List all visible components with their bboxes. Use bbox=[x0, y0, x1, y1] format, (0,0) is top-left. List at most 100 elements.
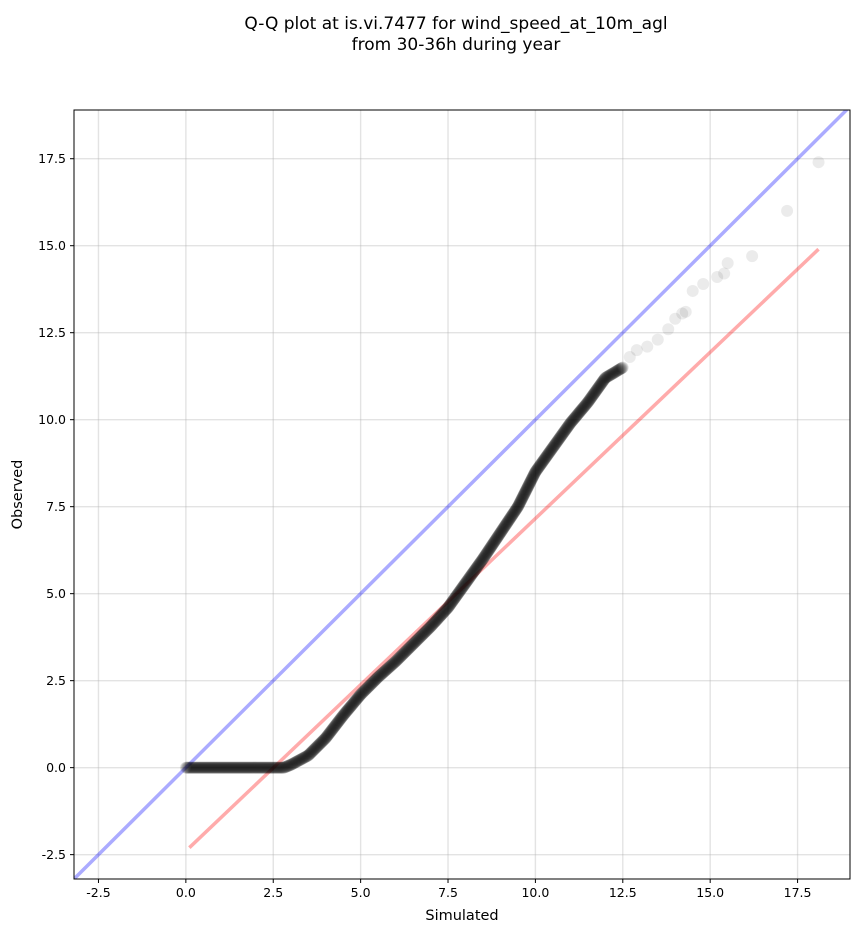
quantile-point bbox=[200, 761, 213, 774]
quantile-point bbox=[531, 463, 544, 476]
quantile-point bbox=[594, 378, 607, 391]
quantile-point bbox=[404, 640, 417, 653]
quantile-point bbox=[587, 388, 600, 401]
quantile-point bbox=[286, 757, 299, 770]
quantile-point bbox=[551, 435, 564, 448]
quantile-point bbox=[486, 538, 499, 551]
quantile-point bbox=[447, 594, 460, 607]
quantile-point bbox=[501, 515, 514, 528]
quantile-point bbox=[293, 754, 306, 767]
quantile-point bbox=[264, 761, 277, 774]
quantile-point bbox=[419, 625, 432, 638]
quantile-point bbox=[521, 482, 534, 495]
quantile-point bbox=[213, 761, 226, 774]
quantile-point bbox=[547, 440, 560, 453]
quantile-point bbox=[534, 458, 547, 471]
quantile-point bbox=[519, 485, 532, 498]
quantile-point bbox=[455, 582, 468, 595]
quantile-point bbox=[335, 711, 348, 724]
quantile-point bbox=[384, 660, 397, 673]
quantile-point bbox=[502, 514, 515, 527]
quantile-point bbox=[521, 481, 534, 494]
quantile-point bbox=[194, 761, 207, 774]
quantile-point bbox=[589, 386, 602, 399]
quantile-point bbox=[237, 761, 250, 774]
quantile-point bbox=[278, 761, 291, 774]
quantile-point bbox=[523, 477, 536, 490]
quantile-point bbox=[603, 369, 616, 382]
quantile-point bbox=[484, 541, 497, 554]
quantile-point bbox=[529, 465, 542, 478]
quantile-point bbox=[405, 639, 418, 652]
quantile-point bbox=[451, 588, 464, 601]
quantile-point bbox=[533, 460, 546, 473]
quantile-point bbox=[598, 373, 611, 386]
quantile-point bbox=[580, 398, 593, 411]
quantile-point bbox=[216, 761, 229, 774]
quantile-point bbox=[217, 761, 230, 774]
quantile-point bbox=[537, 454, 550, 467]
quantile-point bbox=[275, 761, 288, 774]
quantile-point bbox=[212, 761, 225, 774]
quantile-point bbox=[366, 677, 379, 690]
x-tick-label: 17.5 bbox=[784, 885, 812, 900]
quantile-point bbox=[296, 752, 309, 765]
quantile-point bbox=[346, 698, 359, 711]
quantile-point bbox=[362, 681, 375, 694]
x-tick-label: 7.5 bbox=[438, 885, 458, 900]
quantile-point bbox=[422, 622, 435, 635]
quantile-point bbox=[451, 589, 464, 602]
quantile-point bbox=[581, 396, 594, 409]
quantile-point bbox=[392, 653, 405, 666]
quantile-point bbox=[443, 599, 456, 612]
quantile-point bbox=[382, 661, 395, 674]
quantile-point bbox=[481, 545, 494, 558]
quantile-point bbox=[269, 761, 282, 774]
quantile-point bbox=[607, 367, 620, 380]
quantile-point bbox=[369, 673, 382, 686]
quantile-point bbox=[528, 468, 541, 481]
quantile-point bbox=[517, 489, 530, 502]
quantile-point bbox=[257, 761, 270, 774]
quantile-point bbox=[514, 495, 527, 508]
quantile-point bbox=[360, 682, 373, 695]
quantile-point bbox=[211, 761, 224, 774]
quantile-point bbox=[339, 706, 352, 719]
quantile-point bbox=[522, 478, 535, 491]
quantile-point bbox=[506, 508, 519, 521]
quantile-point bbox=[422, 623, 435, 636]
quantile-point bbox=[379, 664, 392, 677]
quantile-point bbox=[476, 553, 489, 566]
quantile-point bbox=[184, 761, 197, 774]
quantile-point bbox=[530, 464, 543, 477]
quantile-point bbox=[399, 645, 412, 658]
quantile-point bbox=[441, 601, 454, 614]
quantile-point bbox=[516, 492, 529, 505]
quantile-point bbox=[357, 686, 370, 699]
quantile-point bbox=[472, 558, 485, 571]
quantile-point bbox=[227, 761, 240, 774]
quantile-point bbox=[597, 374, 610, 387]
quantile-point bbox=[456, 581, 469, 594]
quantile-point bbox=[444, 598, 457, 611]
quantile-point bbox=[304, 747, 317, 760]
quantile-point bbox=[530, 464, 543, 477]
quantile-point bbox=[308, 743, 321, 756]
quantile-point bbox=[561, 420, 574, 433]
quantile-point bbox=[321, 729, 334, 742]
quantile-point bbox=[467, 566, 480, 579]
quantile-point bbox=[573, 405, 586, 418]
quantile-point bbox=[220, 761, 233, 774]
quantile-point bbox=[509, 503, 522, 516]
quantile-point bbox=[608, 366, 621, 379]
quantile-point bbox=[352, 690, 365, 703]
quantile-point bbox=[465, 568, 478, 581]
quantile-point bbox=[208, 761, 221, 774]
quantile-point bbox=[493, 527, 506, 540]
y-tick-label: -2.5 bbox=[42, 847, 66, 862]
quantile-point bbox=[426, 618, 439, 631]
quantile-point bbox=[584, 392, 597, 405]
quantile-point bbox=[584, 392, 597, 405]
quantile-point bbox=[266, 761, 279, 774]
quantile-point bbox=[210, 761, 223, 774]
